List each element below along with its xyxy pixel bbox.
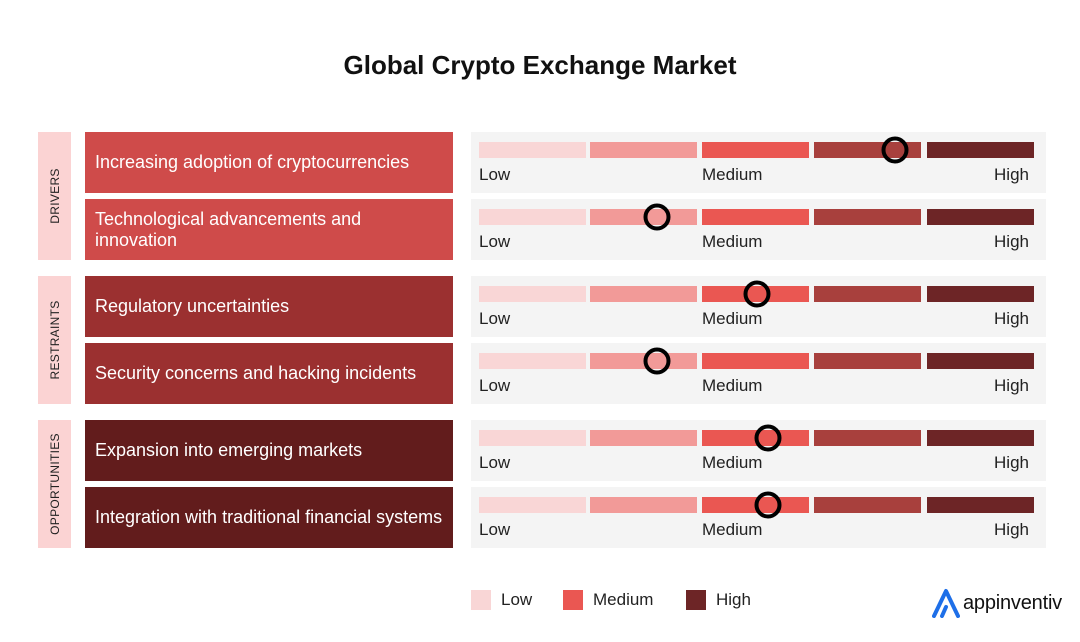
rating-scale-bar (479, 347, 1034, 375)
scale-segment (927, 353, 1034, 369)
legend-swatch-high (686, 590, 706, 610)
rating-marker (754, 491, 782, 519)
rating-scale-bar (479, 491, 1034, 519)
scale-tick-medium: Medium (702, 376, 763, 395)
category-label: OPPORTUNITIES (47, 433, 62, 535)
legend-item-high: High (686, 590, 751, 610)
scale-segment (590, 286, 697, 302)
scale-tick-low: Low (479, 309, 511, 328)
brand-name: appinventiv (963, 591, 1062, 614)
scale-segment (590, 497, 697, 513)
factor-label: Technological advancements and innovatio… (85, 199, 453, 260)
scale-segment (479, 286, 586, 302)
rating-marker (643, 347, 671, 375)
rating-scale-bar (479, 280, 1034, 308)
rating-marker (643, 203, 671, 231)
scale-tick-low: Low (479, 520, 511, 539)
legend-item-low: Low (471, 590, 532, 610)
scale-segment (927, 430, 1034, 446)
scale-segment (702, 142, 809, 158)
rating-scale-row: Low Medium High (471, 199, 1046, 260)
factor-label: Expansion into emerging markets (85, 420, 453, 481)
factor-label: Security concerns and hacking incidents (85, 343, 453, 404)
rating-marker (743, 280, 770, 308)
rating-marker (881, 136, 909, 164)
scale-tick-low: Low (479, 453, 511, 472)
scale-segment (927, 142, 1034, 158)
rating-scale-bar (479, 424, 1034, 452)
scale-segment (479, 353, 586, 369)
scale-segment (702, 209, 809, 225)
scale-tick-high: High (994, 165, 1029, 184)
brand-logo: appinventiv (932, 588, 1062, 618)
scale-tick-high: High (994, 309, 1029, 328)
scale-segment (814, 209, 921, 225)
scale-segment (814, 353, 921, 369)
rating-scale-row: Low Medium High (471, 487, 1046, 548)
category-label: RESTRAINTS (47, 300, 62, 380)
scale-tick-low: Low (479, 232, 511, 251)
scale-tick-low: Low (479, 376, 511, 395)
legend-swatch-medium (563, 590, 583, 610)
scale-segment (814, 497, 921, 513)
scale-tick-medium: Medium (702, 165, 763, 184)
rating-marker (754, 424, 782, 452)
scale-tick-high: High (994, 520, 1029, 539)
scale-tick-medium: Medium (702, 309, 763, 328)
legend-swatch-low (471, 590, 491, 610)
scale-segment (479, 209, 586, 225)
legend-label-low: Low (501, 590, 533, 609)
scale-segment (590, 430, 697, 446)
rating-scale-row: Low Medium High (471, 132, 1046, 193)
scale-tick-high: High (994, 232, 1029, 251)
rating-scale-row: Low Medium High (471, 276, 1046, 337)
scale-segment (927, 286, 1034, 302)
legend-item-medium: Medium (563, 590, 653, 610)
scale-segment (814, 430, 921, 446)
legend-label-high: High (716, 590, 751, 609)
scale-segment (479, 497, 586, 513)
factor-label: Regulatory uncertainties (85, 276, 453, 337)
scale-segment (479, 142, 586, 158)
factor-label: Increasing adoption of cryptocurrencies (85, 132, 453, 193)
chart-title: Global Crypto Exchange Market (343, 50, 737, 80)
scale-tick-medium: Medium (702, 453, 763, 472)
rating-scale-bar (479, 203, 1034, 231)
scale-tick-medium: Medium (702, 520, 763, 539)
scale-segment (927, 497, 1034, 513)
scale-tick-high: High (994, 376, 1029, 395)
appinventiv-logo-icon (932, 589, 960, 618)
rating-scale-row: Low Medium High (471, 420, 1046, 481)
rating-scale-row: Low Medium High (471, 343, 1046, 404)
scale-tick-high: High (994, 453, 1029, 472)
legend-label-medium: Medium (593, 590, 654, 609)
category-tab-drivers: DRIVERS (38, 132, 71, 260)
factor-label: Integration with traditional financial s… (85, 487, 453, 548)
category-tab-opportunities: OPPORTUNITIES (38, 420, 71, 548)
category-label: DRIVERS (47, 168, 62, 224)
category-tab-restraints: RESTRAINTS (38, 276, 71, 404)
scale-segment (702, 353, 809, 369)
scale-segment (479, 430, 586, 446)
scale-tick-low: Low (479, 165, 511, 184)
scale-segment (590, 142, 697, 158)
scale-segment (814, 286, 921, 302)
rating-scale-bar (479, 136, 1034, 164)
scale-segment (927, 209, 1034, 225)
scale-tick-medium: Medium (702, 232, 763, 251)
